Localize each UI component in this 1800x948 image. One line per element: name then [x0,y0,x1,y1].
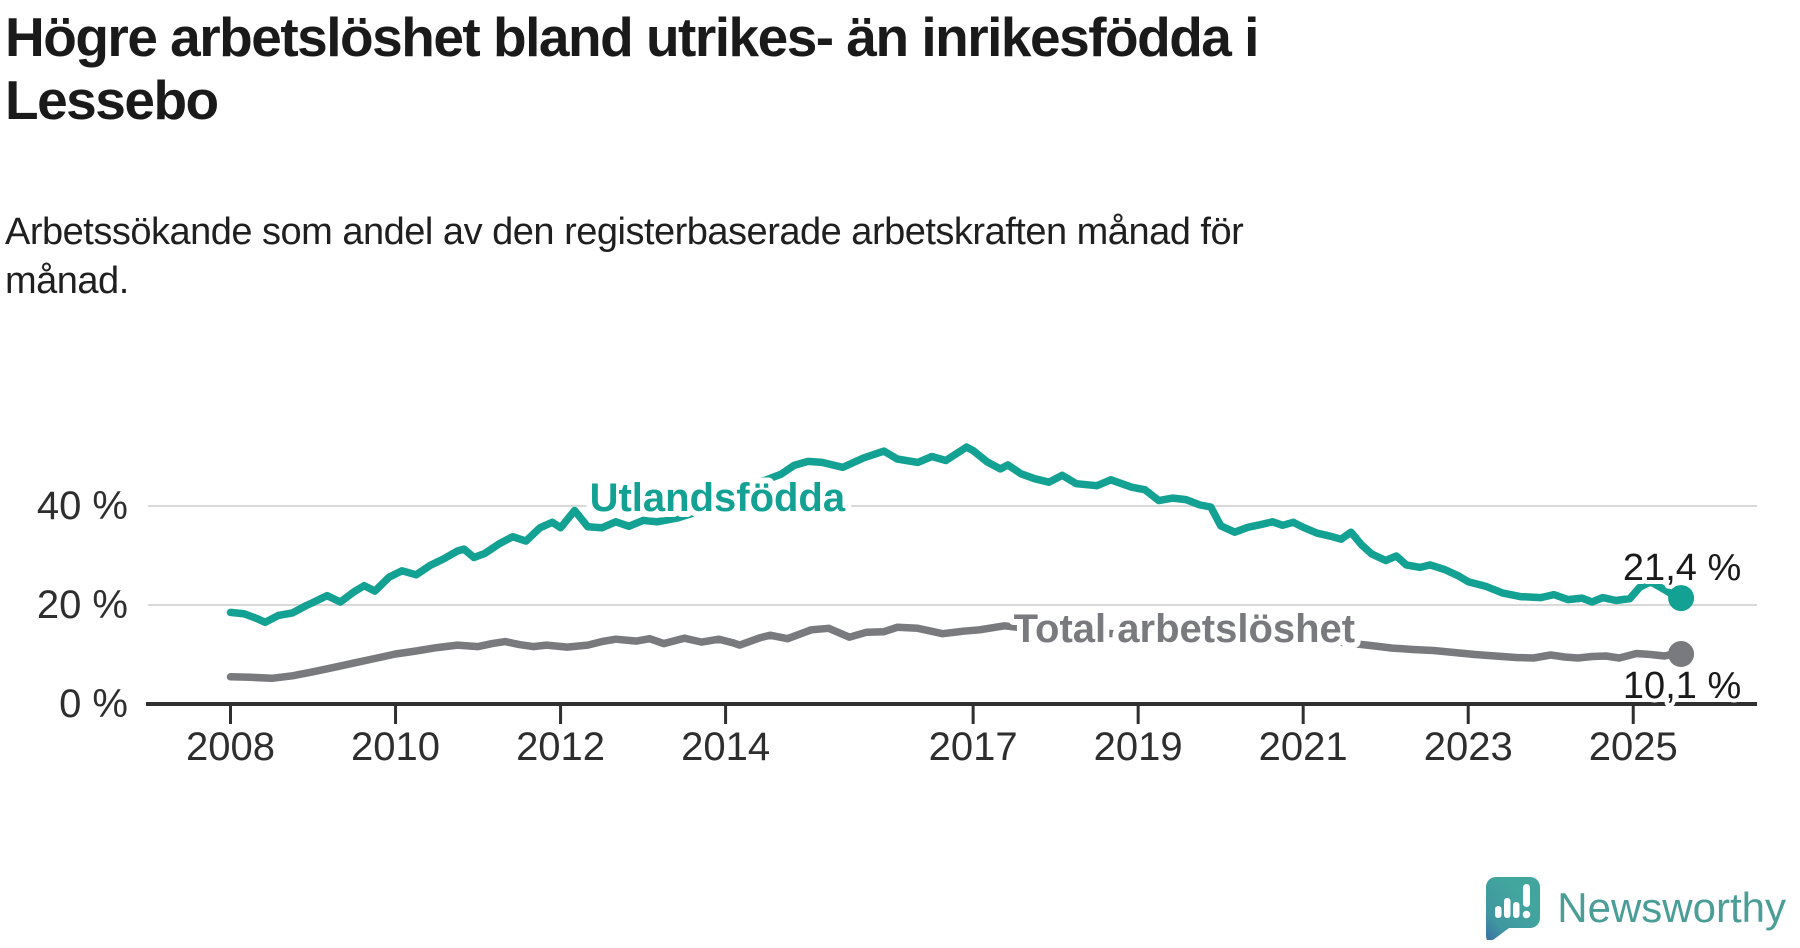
x-tick-label: 2017 [929,725,1018,769]
chart-title-line2: Lessebo [5,69,219,131]
y-tick-label: 20 % [37,583,128,627]
series-end-dot [1668,585,1695,612]
series-line-utlandsf-dda [226,443,1685,627]
chart-title-line1: Högre arbetslöshet bland utrikes- än inr… [5,6,1259,68]
x-tick-label: 2012 [516,725,605,769]
x-tick-label: 2019 [1094,725,1183,769]
end-value-label: 10,1 % [1623,665,1741,707]
newsworthy-logo: Newsworthy [1485,876,1786,940]
bar-icon-2 [1504,898,1511,918]
chart-subtitle-line1: Arbetssökande som andel av den registerb… [5,211,1244,253]
series-label-utlandsf-dda: Utlandsfödda [590,476,846,520]
y-tick-label: 40 % [37,484,128,528]
x-tick-label: 2023 [1424,725,1513,769]
y-tick-label: 0 % [59,682,128,726]
x-tick-label: 2008 [186,725,275,769]
bar-icon-3 [1513,902,1520,918]
exclamation-dot-icon [1522,910,1531,919]
x-tick-label: 2010 [351,725,440,769]
x-tick-label: 2021 [1259,725,1348,769]
series-line-total-arbetsl-shet [226,622,1685,683]
bar-icon-1 [1495,906,1502,918]
end-value-label: 21,4 % [1623,547,1741,589]
chart-title: Högre arbetslöshet bland utrikes- än inr… [5,6,1705,132]
exclamation-bar-icon [1523,884,1531,907]
series-label-total-arbetsl-shet: Total arbetslöshet [1014,607,1356,651]
chart-subtitle: Arbetssökande som andel av den registerb… [5,208,1705,306]
x-tick-label: 2014 [681,725,770,769]
brand-name: Newsworthy [1557,884,1786,931]
chart-subtitle-line2: månad. [5,260,129,302]
x-tick-label: 2025 [1589,725,1678,769]
newsworthy-icon [1486,877,1541,940]
series-end-dot [1668,641,1695,668]
